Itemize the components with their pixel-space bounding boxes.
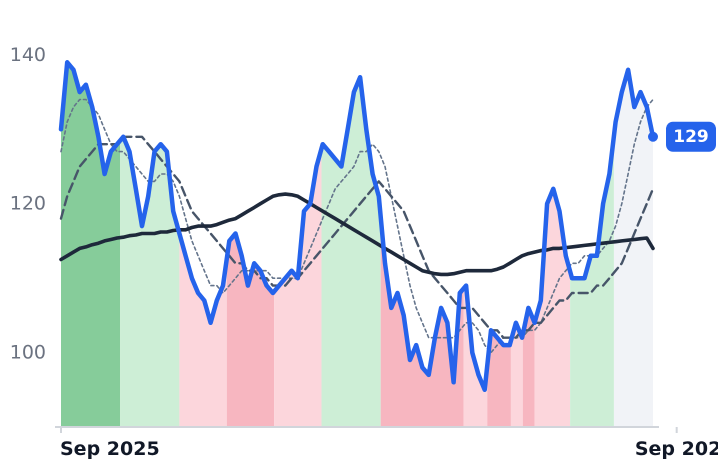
chart-lines xyxy=(58,60,656,393)
series-line-ma-short[interactable] xyxy=(60,98,654,354)
series-line-ma-mid[interactable] xyxy=(59,135,655,339)
area-mask xyxy=(61,40,653,390)
x-tick-label: Sep 2025 xyxy=(60,438,160,460)
last-value-badge-bg xyxy=(666,121,716,152)
y-tick-label: 140 xyxy=(10,44,46,66)
series-line-price[interactable] xyxy=(58,60,656,393)
series-line-ma-long[interactable] xyxy=(59,192,655,277)
last-value-label: 129 xyxy=(673,127,709,147)
last-value-badge: 129 xyxy=(648,121,716,152)
y-tick-label: 100 xyxy=(10,342,46,364)
y-tick-label: 120 xyxy=(10,193,46,215)
x-tick-label: Sep 2026 xyxy=(635,438,718,460)
last-price-dot[interactable] xyxy=(648,131,658,142)
x-axis-ticks: Sep 2025 Sep 2026 xyxy=(60,427,718,460)
y-axis-ticks: 100 120 140 xyxy=(10,44,46,364)
trend-zones xyxy=(61,40,653,427)
